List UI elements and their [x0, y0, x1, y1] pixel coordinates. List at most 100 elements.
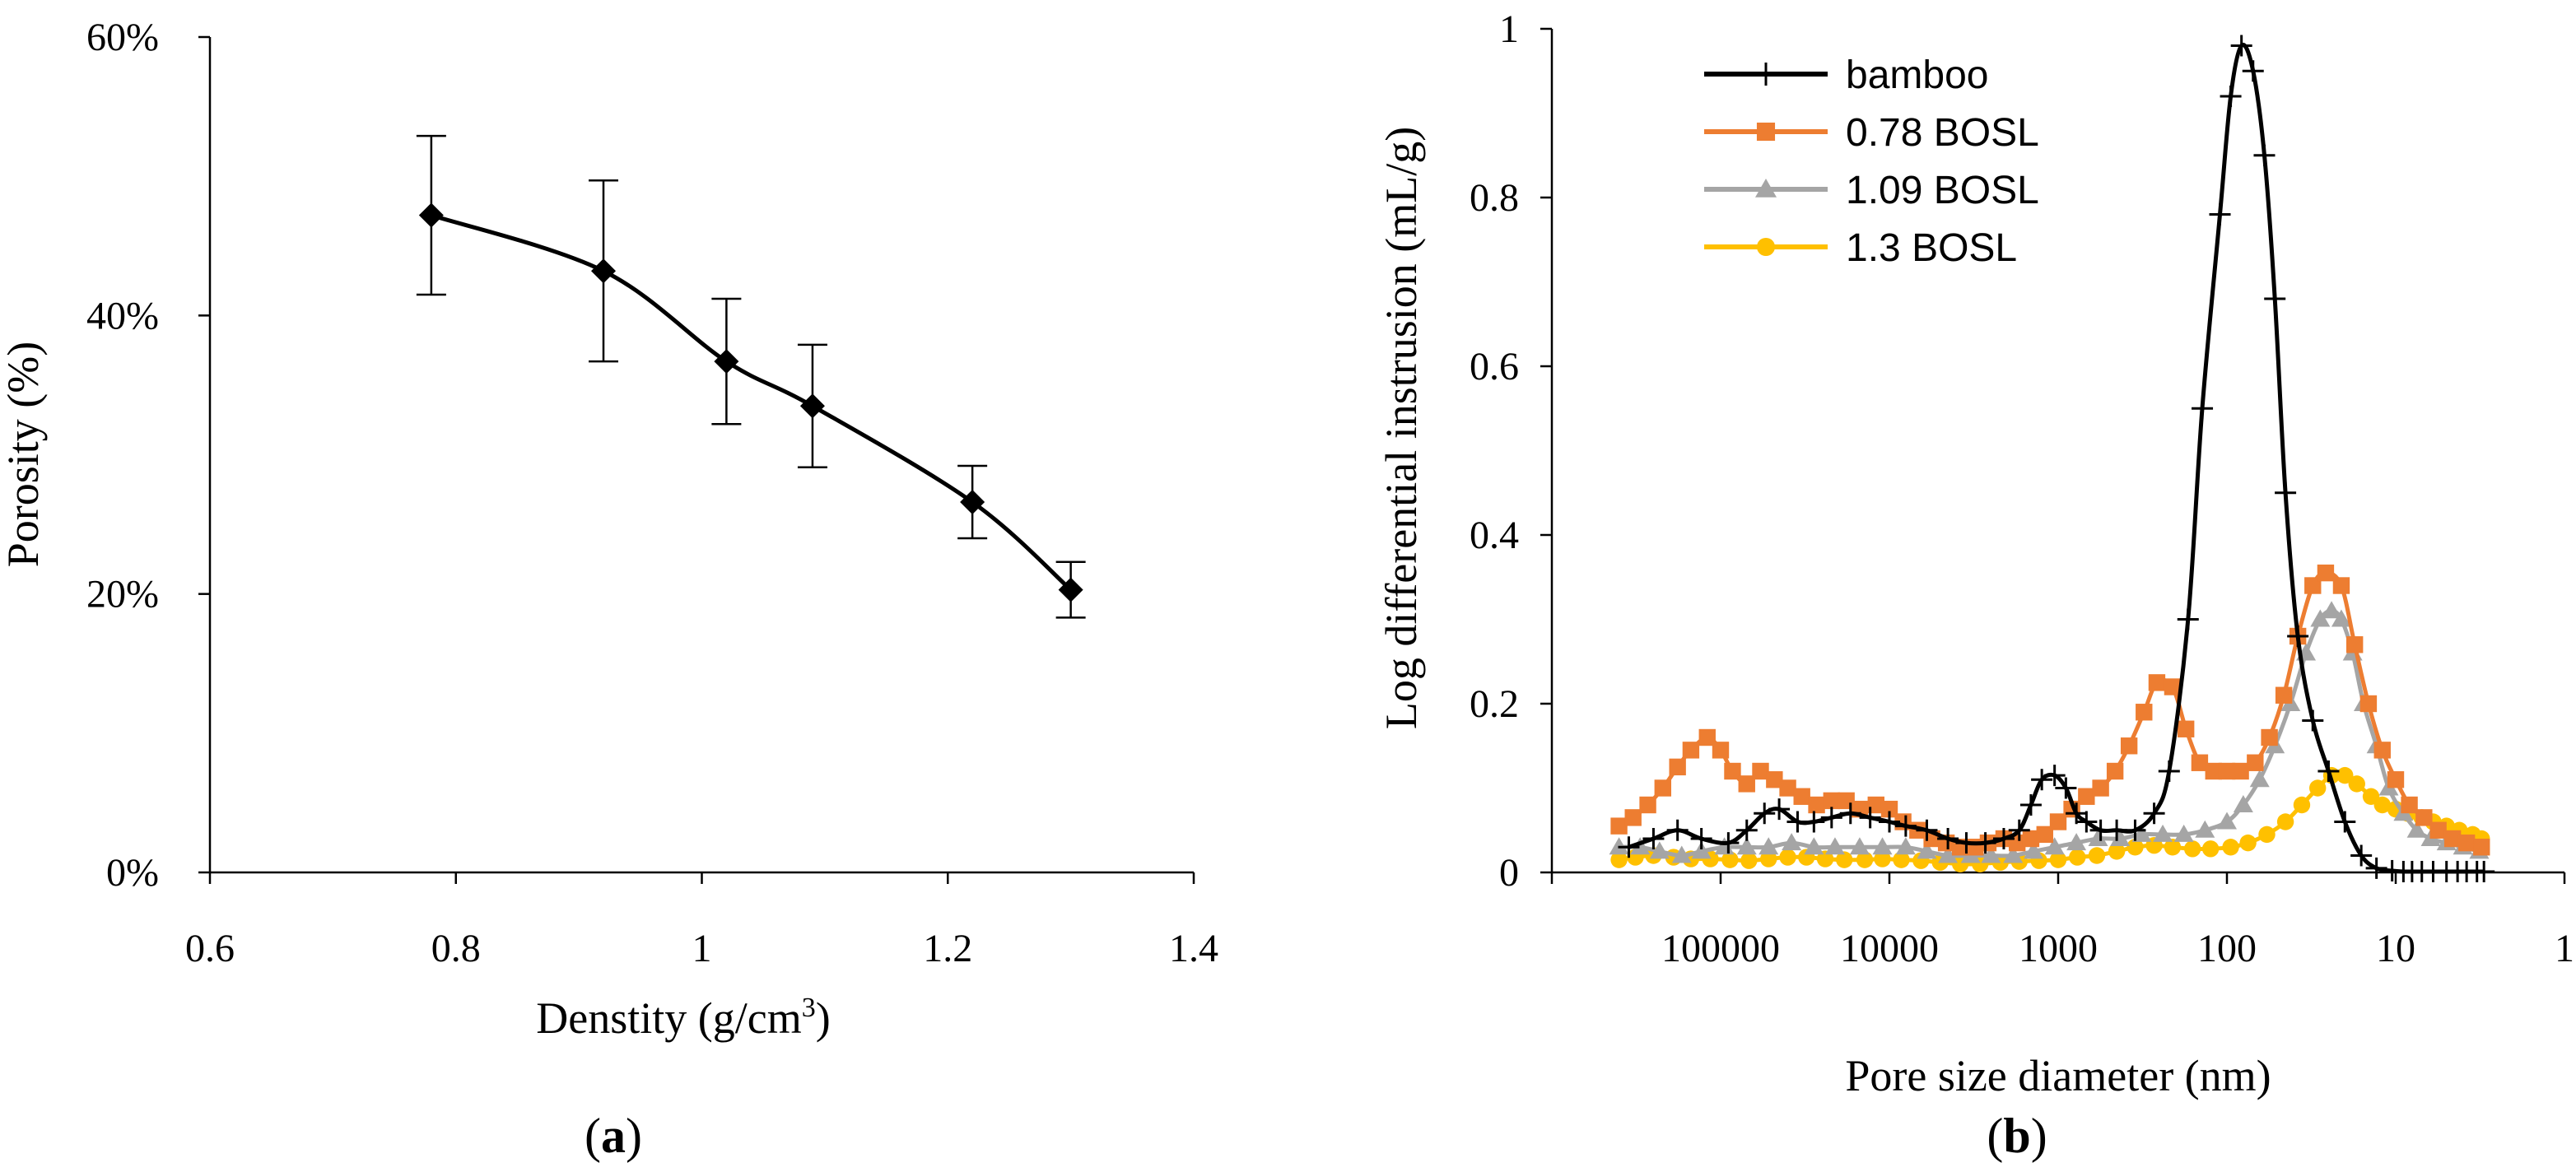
- chart-b-data-point: [2143, 802, 2165, 825]
- chart-b-data-point: [1917, 841, 1937, 859]
- chart-b-data-point: [2331, 609, 2351, 627]
- chart-a: 0.6 0.8 1 1.2 1.4 0% 20% 40% 60% Denstity (g/cm3…: [0, 16, 1218, 1163]
- chart-b-legend-item: 1.09 BOSL: [1704, 169, 2039, 212]
- chart-b-data-point: [1717, 832, 1740, 854]
- chart-a-data-point: [418, 202, 444, 228]
- chart-a-series-line: [431, 213, 1073, 592]
- chart-b-data-point: [1639, 796, 1656, 814]
- chart-b-data-point: [2110, 829, 2131, 846]
- legend-marker: [1756, 122, 1776, 142]
- chart-a-data-point: [960, 490, 985, 515]
- chart-b-data-point: [2043, 765, 2066, 787]
- chart-a-y-tick-label: 20%: [86, 573, 159, 616]
- chart-b-data-point: [2153, 824, 2173, 842]
- chart-b-data-point: [1654, 779, 1672, 797]
- chart-b-data-point: [1754, 802, 1776, 825]
- chart-a-y-tick-label: 40%: [86, 294, 159, 337]
- chart-b-data-point: [2177, 720, 2195, 737]
- chart-b-data-point: [2008, 819, 2030, 841]
- chart-b-data-point: [2304, 577, 2322, 594]
- chart-b-data-point: [2124, 819, 2146, 841]
- chart-b-data-point: [2075, 811, 2098, 833]
- chart-b-data-point: [2302, 709, 2324, 732]
- chart-b-data-point: [2275, 481, 2297, 504]
- chart-b-data-point: [1879, 811, 1900, 833]
- chart-b-data-point: [2205, 762, 2222, 780]
- chart-b-data-point: [1779, 779, 1796, 797]
- chart-b-data-point: [1824, 837, 1845, 855]
- chart-b-data-point: [1782, 833, 1802, 851]
- chart-b-data-point: [1736, 837, 1757, 855]
- chart-b-data-point: [2334, 811, 2356, 833]
- chart-b-data-point: [1740, 852, 1758, 869]
- chart-b-axes: [1550, 29, 2564, 874]
- chart-b-data-point: [2066, 802, 2088, 825]
- chart-b-x-tick-label: 10: [2376, 927, 2415, 970]
- chart-b-data-point: [2036, 826, 2053, 844]
- chart-b-data-point: [2232, 762, 2249, 780]
- chart-b-data-point: [1816, 850, 1834, 867]
- chart-b-x-tick-label: 10000: [1840, 927, 1939, 970]
- chart-b-data-point: [2264, 288, 2286, 309]
- chart-b-data-point: [2365, 857, 2387, 879]
- chart-b-data-point: [2253, 144, 2276, 166]
- chart-a-y-tick-label: 0%: [106, 851, 159, 895]
- chart-b-data-point: [1836, 851, 1853, 868]
- chart-b-data-point: [2415, 809, 2433, 826]
- chart-b-y-tick-label: 1: [1499, 7, 1519, 51]
- chart-b-x-tick-label: 100: [2197, 927, 2257, 970]
- chart-b-data-point: [1856, 851, 1874, 868]
- chart-b-data-point: [2310, 609, 2331, 627]
- chart-b-data-point: [1839, 802, 1861, 825]
- chart-b-data-point: [1893, 851, 1910, 868]
- chart-b-data-point: [2247, 754, 2264, 771]
- chart-a-y-tick-label: 60%: [86, 16, 159, 59]
- chart-b-data-point: [1992, 828, 2015, 849]
- chart-b-data-point: [2233, 795, 2253, 812]
- chart-b-data-point: [1779, 849, 1796, 866]
- chart-b-data-point: [2239, 834, 2257, 852]
- chart-b-data-point: [1804, 837, 1824, 855]
- chart-b-data-point: [1691, 841, 1712, 859]
- chart-b-data-point: [2055, 777, 2077, 799]
- chart-b-data-point: [2218, 762, 2236, 780]
- chart-b-data-point: [1820, 807, 1842, 829]
- chart-b-data-point: [2201, 840, 2220, 858]
- chart-b-data-point: [2276, 813, 2294, 830]
- chart-b-data-point: [1642, 828, 1665, 849]
- chart-b-legend: bamboo 0.78 BOSL 1.09 BOSL 1.3 BOSL: [1704, 53, 2039, 270]
- chart-b-data-point: [2108, 843, 2126, 860]
- chart-b-data-point: [2024, 841, 2044, 859]
- chart-b-legend-item: bamboo: [1704, 53, 1988, 97]
- chart-b-data-point: [1955, 832, 1977, 854]
- chart-b-data-point: [2049, 813, 2067, 830]
- chart-b-data-point: [2293, 796, 2311, 814]
- chart-b-data-point: [1981, 845, 2001, 863]
- chart-b-data-point: [2332, 577, 2350, 594]
- chart-b-data-point: [1630, 837, 1651, 855]
- chart-b-legend-label: 1.09 BOSL: [1846, 169, 2039, 212]
- chart-b-data-point: [2192, 398, 2214, 420]
- chart-a-x-tick-label: 1.2: [923, 927, 972, 970]
- chart-b-data-point: [2183, 840, 2201, 858]
- chart-a-x-tick-label: 1.4: [1169, 927, 1218, 970]
- chart-b-data-point: [1738, 775, 1755, 793]
- chart-b-data-point: [1735, 819, 1758, 841]
- chart-b-data-point: [2092, 779, 2109, 797]
- chart-b-data-point: [1752, 762, 1769, 780]
- chart-b-x-tick-label: 100000: [1661, 927, 1780, 970]
- chart-b-data-point: [1867, 796, 1884, 814]
- chart-b-data-point: [2287, 626, 2309, 647]
- chart-b-data-point: [1768, 798, 1791, 821]
- chart-b-y-tick-label: 0: [1499, 851, 1519, 895]
- chart-b-data-point: [2350, 844, 2373, 867]
- chart-b-y-tick-label: 0.4: [1470, 514, 1519, 557]
- chart-b-data-point: [2019, 794, 2042, 816]
- chart-b-data-point: [2088, 847, 2106, 864]
- chart-b-data-point: [2022, 830, 2040, 848]
- chart-b-data-point: [1682, 742, 1700, 759]
- chart-b-data-point: [2078, 788, 2095, 805]
- chart-b-data-point: [2136, 704, 2153, 721]
- chart-b-data-point: [2258, 826, 2276, 844]
- chart-a-data-point: [714, 349, 739, 374]
